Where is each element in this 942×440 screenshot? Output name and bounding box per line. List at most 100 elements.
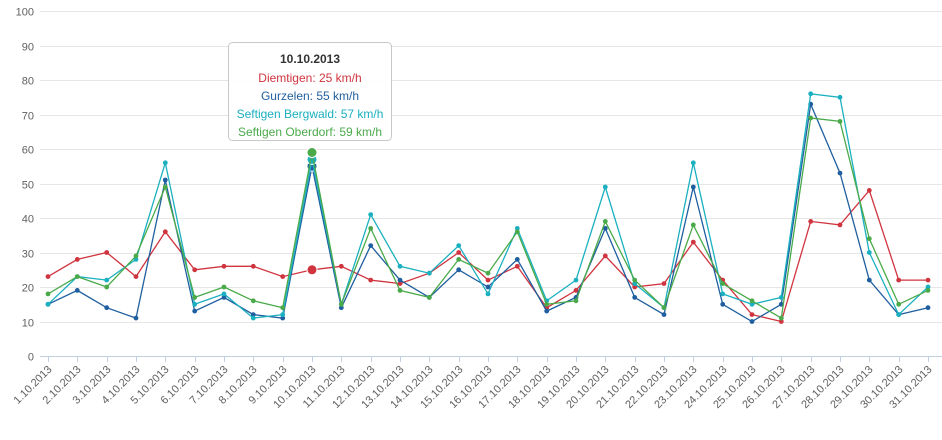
data-point[interactable] [514, 263, 520, 269]
data-point[interactable] [133, 274, 139, 279]
data-point[interactable] [602, 253, 608, 259]
data-point[interactable] [573, 288, 579, 293]
data-point[interactable] [280, 315, 286, 321]
data-point[interactable] [514, 229, 520, 235]
data-point[interactable] [45, 291, 51, 297]
data-point[interactable] [221, 263, 227, 269]
data-point[interactable] [896, 277, 902, 283]
data-point[interactable] [837, 119, 843, 124]
data-point[interactable] [162, 177, 168, 183]
data-point[interactable] [485, 284, 491, 290]
data-point[interactable] [925, 288, 931, 293]
data-point[interactable] [306, 264, 318, 276]
data-point[interactable] [632, 295, 638, 300]
data-point[interactable] [74, 257, 80, 262]
data-point[interactable] [808, 91, 814, 97]
data-point[interactable] [866, 250, 872, 255]
data-point[interactable] [74, 274, 80, 279]
data-point[interactable] [104, 277, 110, 283]
data-point[interactable] [602, 184, 608, 190]
data-point[interactable] [133, 253, 139, 259]
data-point[interactable] [338, 301, 344, 307]
data-point[interactable] [368, 243, 374, 249]
data-point[interactable] [778, 319, 784, 324]
data-point[interactable] [602, 226, 608, 231]
data-point[interactable] [192, 295, 198, 300]
data-point[interactable] [221, 295, 227, 300]
data-point[interactable] [837, 222, 843, 228]
data-point[interactable] [866, 236, 872, 242]
data-point[interactable] [661, 312, 667, 317]
data-point[interactable] [426, 270, 432, 276]
data-point[interactable] [192, 267, 198, 273]
data-point[interactable] [690, 239, 696, 245]
data-point[interactable] [632, 284, 638, 290]
data-point[interactable] [306, 147, 318, 158]
data-point[interactable] [690, 160, 696, 166]
data-point[interactable] [837, 94, 843, 100]
data-point[interactable] [221, 284, 227, 290]
data-point[interactable] [162, 184, 168, 190]
data-point[interactable] [456, 250, 462, 255]
data-point[interactable] [397, 263, 403, 269]
data-point[interactable] [690, 184, 696, 190]
data-point[interactable] [720, 291, 726, 297]
data-point[interactable] [397, 281, 403, 286]
data-point[interactable] [456, 267, 462, 273]
data-point[interactable] [338, 263, 344, 269]
data-point[interactable] [661, 305, 667, 311]
data-point[interactable] [338, 305, 344, 311]
data-point[interactable] [749, 298, 755, 304]
data-point[interactable] [368, 226, 374, 231]
data-point[interactable] [250, 263, 256, 269]
data-point[interactable] [485, 270, 491, 276]
data-point[interactable] [573, 277, 579, 283]
data-point[interactable] [925, 305, 931, 311]
data-point[interactable] [514, 226, 520, 231]
data-point[interactable] [133, 257, 139, 262]
data-point[interactable] [514, 257, 520, 262]
data-point[interactable] [192, 308, 198, 314]
data-point[interactable] [368, 212, 374, 218]
data-point[interactable] [280, 312, 286, 317]
data-point[interactable] [720, 301, 726, 307]
data-point[interactable] [221, 291, 227, 297]
data-point[interactable] [544, 301, 550, 307]
data-point[interactable] [896, 301, 902, 307]
data-point[interactable] [866, 277, 872, 283]
data-point[interactable] [250, 312, 256, 317]
data-point[interactable] [397, 277, 403, 283]
data-point[interactable] [573, 298, 579, 304]
data-point[interactable] [250, 315, 256, 321]
data-point[interactable] [925, 277, 931, 283]
data-point[interactable] [690, 222, 696, 228]
data-point[interactable] [749, 319, 755, 324]
data-point[interactable] [45, 301, 51, 307]
data-point[interactable] [456, 243, 462, 249]
data-point[interactable] [749, 312, 755, 317]
data-point[interactable] [456, 257, 462, 262]
data-point[interactable] [104, 284, 110, 290]
data-point[interactable] [485, 291, 491, 297]
data-point[interactable] [280, 305, 286, 311]
data-point[interactable] [866, 188, 872, 193]
data-point[interactable] [368, 277, 374, 283]
data-point[interactable] [133, 315, 139, 321]
data-point[interactable] [162, 160, 168, 166]
data-point[interactable] [661, 281, 667, 286]
data-point[interactable] [925, 284, 931, 290]
data-point[interactable] [749, 301, 755, 307]
data-point[interactable] [778, 315, 784, 321]
data-point[interactable] [192, 301, 198, 307]
data-point[interactable] [45, 274, 51, 279]
data-point[interactable] [74, 288, 80, 293]
data-point[interactable] [485, 277, 491, 283]
data-point[interactable] [808, 115, 814, 121]
data-point[interactable] [544, 308, 550, 314]
data-point[interactable] [720, 281, 726, 286]
data-point[interactable] [837, 170, 843, 176]
data-point[interactable] [250, 298, 256, 304]
data-point[interactable] [162, 229, 168, 235]
data-point[interactable] [397, 288, 403, 293]
data-point[interactable] [632, 281, 638, 286]
